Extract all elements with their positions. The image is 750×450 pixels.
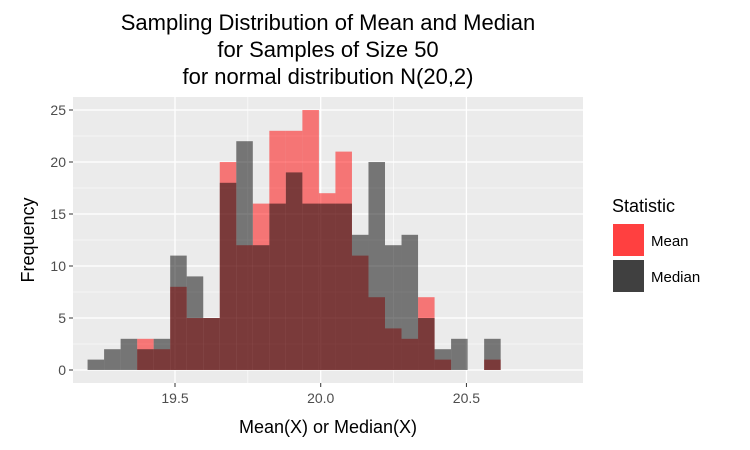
bars-layer <box>87 110 501 370</box>
y-tick-label: 25 <box>50 102 66 118</box>
bar-median <box>153 338 171 370</box>
bar-median <box>104 349 121 370</box>
bar-median <box>120 338 138 370</box>
legend-key-mean <box>613 224 644 256</box>
ticks-layer: 19.5 20.0 20.5 0 5 10 15 20 25 <box>50 102 480 406</box>
y-tick-label: 5 <box>58 310 66 326</box>
bar-median <box>203 318 220 370</box>
y-tick-label: 0 <box>58 362 66 378</box>
bar-median <box>385 245 402 370</box>
bar-median <box>401 234 419 370</box>
bar-median <box>418 318 435 370</box>
y-axis-title: Frequency <box>18 197 38 282</box>
legend-label-mean: Mean <box>651 233 689 250</box>
bar-median <box>285 172 303 370</box>
y-tick-label: 20 <box>50 154 66 170</box>
bar-median <box>368 162 386 370</box>
bar-median <box>451 338 468 370</box>
bar-median <box>236 141 253 370</box>
legend-title: Statistic <box>612 196 675 216</box>
chart-title-line-1: Sampling Distribution of Mean and Median <box>121 10 536 35</box>
bar-median <box>434 349 452 370</box>
y-tick-label: 10 <box>50 258 66 274</box>
bar-median <box>302 203 319 370</box>
legend-label-median: Median <box>651 269 700 286</box>
bar-median <box>87 359 105 370</box>
bar-median <box>318 203 336 370</box>
x-tick-label: 20.5 <box>453 390 480 406</box>
legend: Statistic Mean Median <box>612 196 700 292</box>
bar-median <box>484 338 501 370</box>
bar-median <box>170 255 187 370</box>
legend-key-median <box>613 260 644 292</box>
bar-median <box>252 245 270 370</box>
x-tick-label: 19.5 <box>161 390 188 406</box>
bar-median <box>137 349 154 370</box>
bar-median <box>351 234 369 370</box>
bar-median <box>219 182 237 370</box>
bar-median <box>269 203 286 370</box>
chart-title-line-3: for normal distribution N(20,2) <box>182 64 473 89</box>
y-tick-label: 15 <box>50 206 66 222</box>
bar-median <box>186 276 204 370</box>
bar-median <box>335 203 352 370</box>
x-axis-title: Mean(X) or Median(X) <box>239 417 417 437</box>
chart-title-line-2: for Samples of Size 50 <box>217 37 438 62</box>
x-tick-label: 20.0 <box>307 390 334 406</box>
series-median <box>87 141 501 370</box>
